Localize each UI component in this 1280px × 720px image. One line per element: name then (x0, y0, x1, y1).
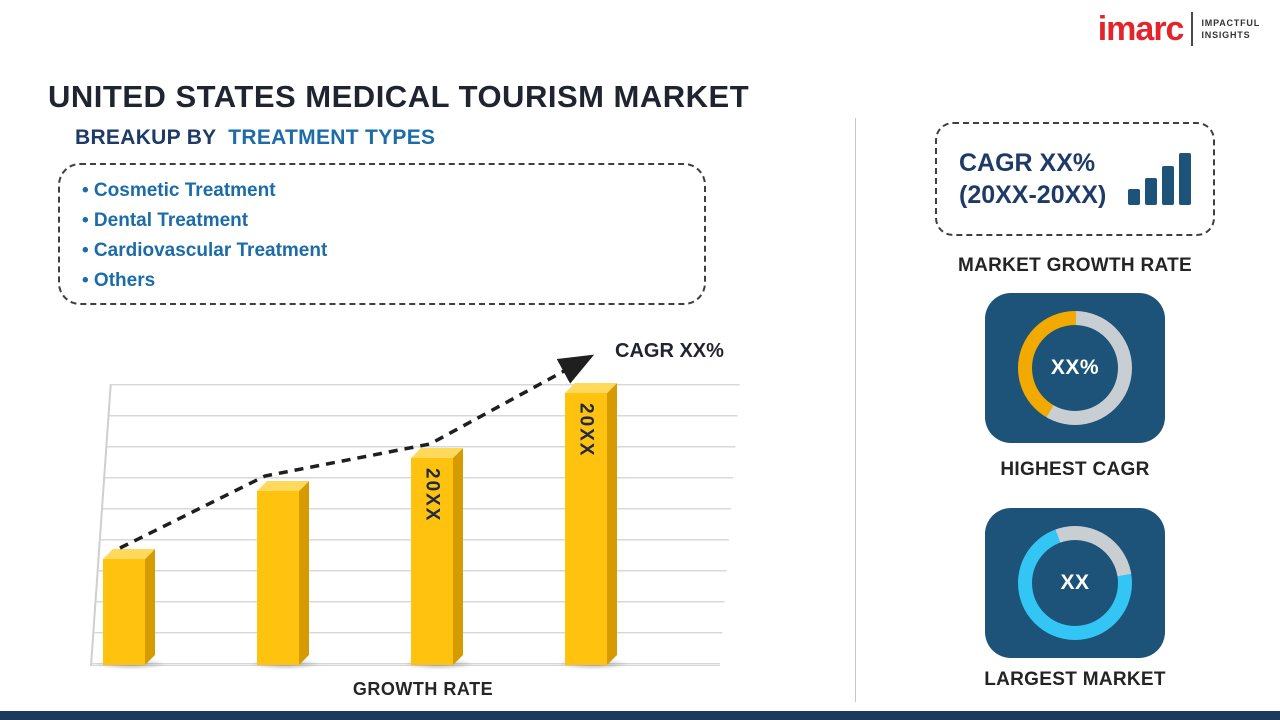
logo-tagline-line1: IMPACTFUL (1201, 17, 1260, 28)
bar-label: 20XX (421, 468, 443, 523)
vertical-divider (855, 118, 856, 702)
bar-chart-icon (1128, 153, 1191, 205)
page-title: UNITED STATES MEDICAL TOURISM MARKET (48, 78, 750, 114)
cagr-box-line1: CAGR XX% (959, 148, 1096, 177)
largest-market-donut: XX (1018, 526, 1132, 640)
list-item: • Cardiovascular Treatment (82, 240, 328, 261)
imarc-logo-wordmark: imarc (1097, 10, 1185, 48)
highest-cagr-tile: XX% (985, 293, 1165, 443)
largest-market-tile: XX (985, 508, 1165, 658)
logo-tagline-line2: INSIGHTS (1201, 30, 1251, 40)
list-item: • Others (82, 270, 156, 291)
imarc-logo: imarc IMPACTFUL INSIGHTS (1098, 12, 1260, 46)
bar-label: 20XX (575, 403, 597, 458)
cagr-box-text: CAGR XX% (20XX-20XX) (959, 147, 1106, 212)
treatment-types-list: • Cosmetic Treatment • Dental Treatment … (82, 176, 682, 296)
logo-divider (1191, 12, 1194, 46)
footer-bar (0, 711, 1280, 720)
largest-market-caption: LARGEST MARKET (984, 669, 1166, 690)
section-heading-highlight: TREATMENT TYPES (228, 126, 436, 149)
market-growth-rate-box: CAGR XX% (20XX-20XX) (935, 122, 1215, 236)
bar-chart-x-label: GROWTH RATE (352, 679, 494, 699)
cagr-annotation: CAGR XX% (615, 340, 724, 362)
highest-cagr-donut: XX% (1018, 311, 1132, 425)
list-item: • Dental Treatment (82, 210, 249, 231)
section-heading-prefix: BREAKUP BY (75, 126, 217, 149)
logo-tagline: IMPACTFUL INSIGHTS (1201, 17, 1260, 41)
market-growth-rate-caption: MARKET GROWTH RATE (957, 255, 1193, 276)
highest-cagr-caption: HIGHEST CAGR (1000, 459, 1150, 480)
treatment-types-box: • Cosmetic Treatment • Dental Treatment … (58, 163, 706, 305)
growth-rate-bar-chart: 20XX 20XX (66, 336, 740, 700)
trend-arrow (119, 354, 595, 550)
largest-market-value: XX (1032, 540, 1118, 626)
highest-cagr-value: XX% (1032, 325, 1118, 411)
cagr-box-line2: (20XX-20XX) (959, 181, 1107, 209)
bar-series: 20XX 20XX (66, 336, 730, 700)
section-heading: BREAKUP BY TREATMENT TYPES (75, 126, 435, 150)
list-item: • Cosmetic Treatment (82, 180, 276, 201)
